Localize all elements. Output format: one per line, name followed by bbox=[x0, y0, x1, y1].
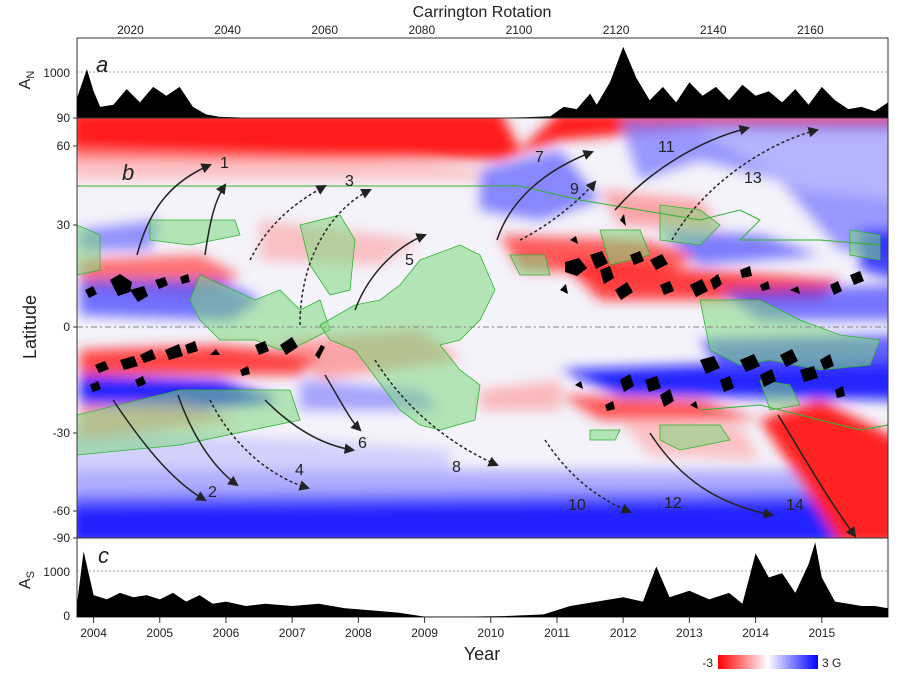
year-tick-label: 2012 bbox=[610, 626, 637, 640]
panel-b-label: b bbox=[122, 160, 134, 185]
panel-b: 1 2 3 4 5 6 7 8 9 10 11 12 13 14 b 90603… bbox=[20, 111, 889, 545]
year-tick-label: 2010 bbox=[477, 626, 504, 640]
colorbar-max-label: 3 G bbox=[822, 656, 841, 670]
year-tick-label: 2013 bbox=[676, 626, 703, 640]
top-tick-label: 2120 bbox=[603, 23, 630, 37]
panel-a-area bbox=[77, 46, 888, 118]
panel-c-ytick-0: 0 bbox=[63, 609, 70, 623]
top-tick-label: 2060 bbox=[311, 23, 338, 37]
arrow-label-11: 11 bbox=[658, 139, 675, 156]
lat-tick-label: 60 bbox=[57, 139, 71, 153]
top-axis-ticks: 2020 2040 2060 2080 2100 2120 2140 2160 bbox=[117, 23, 824, 44]
top-tick-label: 2100 bbox=[506, 23, 533, 37]
lat-tick-label: 90 bbox=[57, 111, 71, 125]
top-axis-title: Carrington Rotation bbox=[413, 4, 552, 21]
lat-tick-label: 0 bbox=[63, 320, 70, 334]
panel-c-ytick-1000: 1000 bbox=[43, 565, 70, 579]
arrow-label-5: 5 bbox=[405, 252, 414, 269]
panel-c-area bbox=[77, 542, 888, 617]
arrow-label-14: 14 bbox=[786, 497, 804, 514]
year-tick-label: 2009 bbox=[411, 626, 438, 640]
year-tick-label: 2005 bbox=[146, 626, 173, 640]
panel-c-label: c bbox=[98, 543, 109, 568]
heatmap-field bbox=[77, 118, 888, 538]
arrow-label-2: 2 bbox=[208, 484, 217, 501]
year-tick-label: 2007 bbox=[279, 626, 306, 640]
year-tick-label: 2006 bbox=[213, 626, 240, 640]
top-tick-label: 2040 bbox=[214, 23, 241, 37]
lat-tick-label: -90 bbox=[53, 531, 71, 545]
lat-tick-label: -60 bbox=[53, 504, 71, 518]
arrow-label-4: 4 bbox=[295, 462, 304, 479]
panel-a-ytick: 1000 bbox=[43, 66, 70, 80]
arrow-label-6: 6 bbox=[358, 435, 367, 452]
top-tick-label: 2020 bbox=[117, 23, 144, 37]
arrow-label-8: 8 bbox=[452, 459, 461, 476]
lat-tick-label: -30 bbox=[53, 426, 71, 440]
year-tick-label: 2015 bbox=[808, 626, 835, 640]
year-axis-ticks: 2004 2005 2006 2007 2008 2009 2010 2011 2012 2013… bbox=[80, 617, 835, 640]
colorbar-gradient bbox=[718, 655, 818, 669]
arrow-label-9: 9 bbox=[570, 181, 579, 198]
arrow-labels: 1 2 3 4 5 6 7 8 9 10 11 12 13 14 bbox=[208, 139, 804, 514]
x-axis-title: Year bbox=[464, 644, 500, 664]
latitude-ticks: 90 60 30 0 -30 -60 -90 bbox=[53, 111, 77, 545]
transport-arrows bbox=[112, 124, 857, 538]
arrow-label-12: 12 bbox=[664, 495, 682, 512]
green-contour-south bbox=[699, 404, 888, 431]
sunspot-regions bbox=[85, 214, 864, 411]
green-contour-north bbox=[77, 185, 881, 246]
top-tick-label: 2160 bbox=[797, 23, 824, 37]
year-tick-label: 2008 bbox=[345, 626, 372, 640]
arrow-label-10: 10 bbox=[568, 497, 586, 514]
arrow-label-13: 13 bbox=[744, 170, 762, 187]
top-tick-label: 2140 bbox=[700, 23, 727, 37]
panel-a-label: a bbox=[96, 52, 108, 77]
panel-a: a 1000 AN bbox=[17, 37, 889, 119]
colorbar: -3 3 G bbox=[702, 655, 841, 670]
panel-c-ylabel: AS bbox=[17, 571, 37, 589]
year-tick-label: 2004 bbox=[80, 626, 107, 640]
panel-b-ylabel: Latitude bbox=[20, 295, 40, 359]
year-tick-label: 2014 bbox=[742, 626, 769, 640]
panel-a-ylabel: AN bbox=[17, 71, 37, 90]
colorbar-min-label: -3 bbox=[702, 656, 713, 670]
top-tick-label: 2080 bbox=[408, 23, 435, 37]
year-tick-label: 2011 bbox=[544, 626, 570, 640]
arrow-label-3: 3 bbox=[345, 173, 354, 190]
arrow-label-7: 7 bbox=[535, 149, 544, 166]
arrow-label-1: 1 bbox=[220, 155, 229, 172]
lat-tick-label: 30 bbox=[57, 218, 71, 232]
panel-c: c 1000 0 AS bbox=[17, 537, 889, 623]
